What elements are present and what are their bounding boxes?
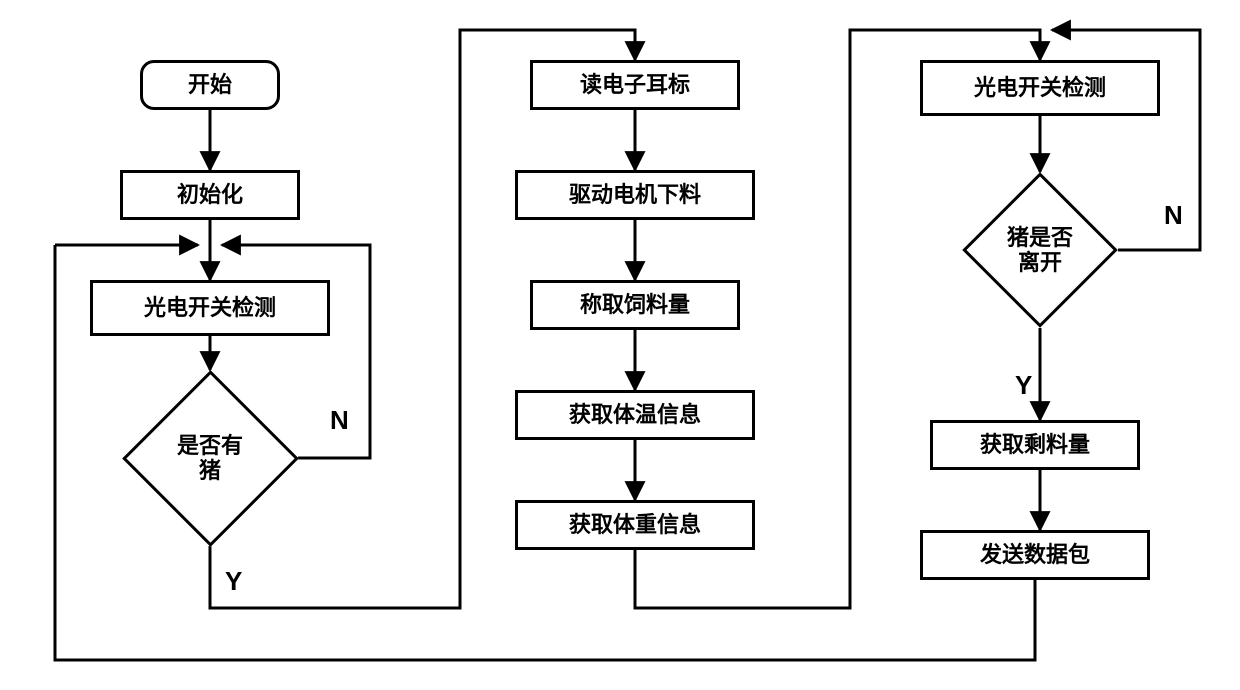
branch-label-d1_yes: Y bbox=[225, 566, 242, 597]
flowchart-stage: 开始初始化光电开关检测是否有 猪读电子耳标驱动电机下料称取饲料量获取体温信息获取… bbox=[0, 0, 1240, 690]
node-init: 初始化 bbox=[120, 170, 300, 220]
node-weight: 获取体重信息 bbox=[515, 500, 755, 550]
node-pe2: 光电开关检测 bbox=[920, 60, 1160, 116]
branch-label-d2_yes: Y bbox=[1015, 370, 1032, 401]
node-weighF: 称取饲料量 bbox=[530, 280, 740, 330]
node-d1: 是否有 猪 bbox=[148, 396, 273, 521]
node-start: 开始 bbox=[140, 60, 280, 110]
node-rfid: 读电子耳标 bbox=[530, 60, 740, 110]
node-pe1: 光电开关检测 bbox=[90, 280, 330, 336]
node-send: 发送数据包 bbox=[920, 530, 1150, 580]
branch-label-d1_no: N bbox=[330, 405, 349, 436]
node-leftover: 获取剩料量 bbox=[930, 420, 1140, 470]
node-temp: 获取体温信息 bbox=[515, 390, 755, 440]
node-d2: 猪是否 离开 bbox=[985, 195, 1095, 305]
node-motor: 驱动电机下料 bbox=[515, 170, 755, 220]
branch-label-d2_no: N bbox=[1164, 200, 1183, 231]
